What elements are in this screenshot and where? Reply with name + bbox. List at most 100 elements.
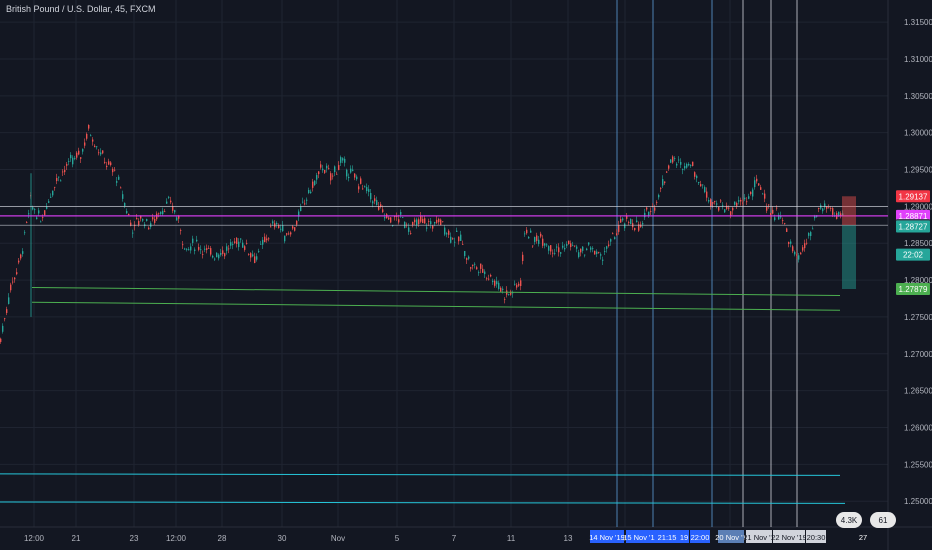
candle-body: [62, 171, 64, 173]
candle-body: [594, 250, 596, 255]
candle-body: [332, 175, 334, 177]
price-label-text: 22:02: [903, 251, 924, 260]
candle-body: [610, 239, 612, 242]
candle-body: [426, 227, 428, 229]
candle-body: [148, 227, 150, 230]
candle-body: [364, 186, 366, 188]
candle-body: [320, 164, 322, 168]
candle-body: [782, 220, 784, 221]
candle-body: [832, 208, 834, 215]
candle-body: [422, 218, 424, 224]
candle-body: [564, 247, 566, 250]
candle-body: [504, 299, 506, 300]
candle-body: [682, 169, 684, 171]
candle-body: [458, 236, 460, 242]
time-label-box: [679, 530, 689, 543]
candle-body: [752, 189, 754, 197]
flag-badge-2[interactable]: 61: [870, 512, 896, 528]
candle-body: [382, 209, 384, 213]
candle-body: [826, 206, 828, 209]
candle-body: [586, 248, 588, 251]
candle-body: [334, 166, 336, 173]
candle-body: [252, 254, 254, 257]
flag-badge-1[interactable]: 4.3K: [836, 512, 862, 528]
candle-body: [354, 173, 356, 178]
candle-body: [480, 263, 482, 269]
candle-body: [338, 165, 340, 171]
candle-body: [436, 219, 438, 223]
candles: [0, 124, 844, 344]
candle-body: [284, 235, 286, 242]
candle-body: [376, 200, 378, 206]
candle-body: [248, 253, 250, 255]
candle-body: [772, 209, 774, 214]
candle-body: [266, 238, 268, 241]
candle-body: [78, 150, 80, 155]
candle-body: [842, 213, 844, 216]
candle-body: [160, 211, 162, 214]
candle-body: [90, 135, 92, 137]
candle-body: [804, 243, 806, 249]
candle-body: [486, 278, 488, 280]
candle-body: [784, 223, 786, 224]
time-label-box: [773, 530, 805, 543]
candle-body: [694, 172, 696, 177]
candle-body: [390, 217, 392, 223]
candle-body: [808, 233, 810, 236]
candle-body: [66, 164, 68, 166]
y-tick-label: 1.29500: [904, 166, 932, 175]
candle-body: [674, 158, 676, 160]
candle-body: [810, 232, 812, 237]
trend-line: [31, 286, 841, 297]
candle-body: [270, 226, 272, 228]
candle-body: [628, 221, 630, 223]
candle-body: [102, 150, 104, 154]
candle-body: [618, 225, 620, 232]
candle-body: [256, 256, 258, 260]
candle-body: [246, 242, 248, 244]
candle-body: [0, 338, 2, 342]
x-tick-label: 11: [507, 534, 516, 543]
candle-body: [796, 254, 798, 256]
candle-body: [106, 165, 108, 168]
candle-body: [164, 211, 166, 213]
candle-body: [696, 175, 698, 179]
candle-body: [768, 204, 770, 206]
candle-body: [520, 280, 522, 287]
candle-body: [70, 154, 72, 159]
candle-body: [766, 206, 768, 211]
candle-body: [510, 291, 512, 295]
candle-body: [554, 253, 556, 254]
candle-body: [224, 253, 226, 257]
candle-body: [306, 199, 308, 201]
candle-body: [220, 253, 222, 255]
time-label-box: [746, 530, 772, 543]
candle-body: [392, 225, 394, 227]
candle-body: [482, 268, 484, 273]
candle-body: [36, 217, 38, 220]
candle-body: [500, 287, 502, 292]
candle-body: [472, 264, 474, 266]
candle-body: [26, 222, 28, 223]
candle-body: [462, 244, 464, 245]
candle-body: [548, 246, 550, 251]
candle-body: [292, 226, 294, 229]
candle-body: [724, 209, 726, 213]
candle-body: [112, 168, 114, 173]
candle-body: [330, 173, 332, 181]
candle-body: [154, 219, 156, 223]
candle-body: [634, 227, 636, 231]
candle-body: [346, 169, 348, 177]
candle-body: [662, 179, 664, 186]
candle-body: [710, 199, 712, 207]
candle-body: [578, 252, 580, 258]
candle-body: [370, 193, 372, 200]
y-tick-label: 1.31500: [904, 18, 932, 27]
candle-body: [676, 163, 678, 166]
price-label-box: [896, 248, 930, 261]
candle-body: [478, 272, 480, 274]
candle-body: [278, 225, 280, 229]
candle-body: [268, 238, 270, 240]
candle-body: [814, 215, 816, 219]
